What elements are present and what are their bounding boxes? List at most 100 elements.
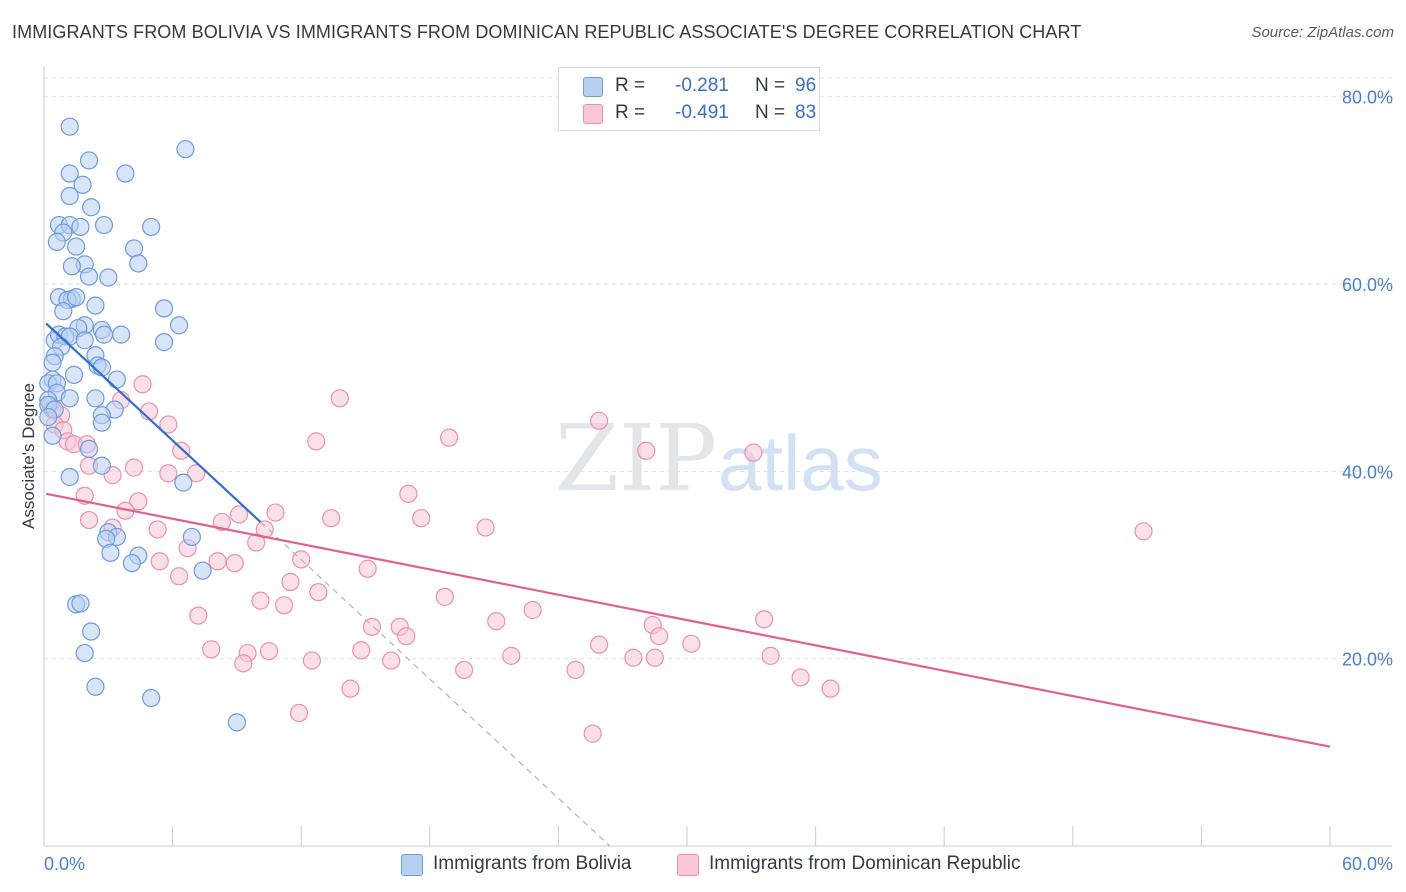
point-bolivia (112, 325, 131, 344)
point-bolivia (60, 389, 79, 408)
point-bolivia (67, 288, 86, 307)
point-dominican-republic (229, 505, 249, 524)
point-dominican-republic (79, 510, 99, 530)
legend-r-label: R = (615, 75, 646, 96)
point-dominican-republic (150, 552, 169, 571)
point-bolivia (129, 254, 148, 273)
legend-r-value: -0.281 (675, 75, 729, 96)
point-dominican-republic (124, 458, 144, 477)
point-dominican-republic (133, 375, 152, 394)
legend-r-label: R = (615, 102, 646, 123)
point-bolivia (67, 237, 86, 256)
x-tick-labels: 0.0% 60.0% (44, 854, 1393, 874)
series-bolivia (39, 117, 246, 732)
point-dominican-republic (454, 660, 474, 680)
point-bolivia (60, 117, 79, 136)
point-dominican-republic (650, 627, 669, 646)
grid-lines (44, 77, 1392, 660)
point-dominican-republic (307, 432, 326, 451)
point-dominican-republic (397, 627, 416, 646)
point-bolivia (75, 643, 94, 663)
y-tick-labels: 20.0% 40.0% 60.0% 80.0% (1342, 88, 1393, 670)
point-bolivia (60, 186, 79, 206)
watermark-atlas: atlas (718, 419, 883, 507)
point-bolivia (101, 543, 120, 562)
series-legend-swatch-pink (677, 854, 699, 876)
y-tick-label: 40.0% (1342, 462, 1393, 482)
trend-line-bolivia (45, 322, 262, 523)
point-dominican-republic (566, 660, 585, 680)
point-dominican-republic (399, 484, 418, 503)
point-dominican-republic (744, 443, 763, 462)
legend-n-label: N = (755, 102, 786, 123)
point-dominican-republic (129, 492, 148, 511)
point-bolivia (142, 217, 161, 237)
point-dominican-republic (502, 646, 521, 665)
y-tick-label: 80.0% (1342, 88, 1393, 108)
point-bolivia (124, 239, 144, 258)
point-dominican-republic (761, 646, 780, 665)
point-bolivia (60, 164, 79, 183)
trend-lines (45, 322, 1331, 847)
legend-n-label: N = (755, 75, 786, 96)
legend-r-value: -0.491 (675, 102, 729, 123)
axes (43, 66, 1392, 847)
correlation-legend: R = -0.281 N = 96 R = -0.491 N = 83 (558, 67, 820, 131)
point-dominican-republic (352, 641, 371, 660)
point-bolivia (154, 333, 174, 352)
point-bolivia (79, 267, 99, 286)
point-bolivia (92, 358, 111, 377)
point-dominican-republic (435, 587, 454, 606)
point-bolivia (39, 407, 58, 427)
point-dominican-republic (341, 679, 360, 698)
y-tick-label: 20.0% (1342, 650, 1393, 670)
point-bolivia (227, 713, 246, 732)
point-dominican-republic (208, 552, 227, 571)
point-dominican-republic (309, 583, 328, 602)
y-axis-label: Associate's Degree (19, 383, 38, 529)
point-bolivia (47, 232, 66, 252)
point-bolivia (71, 594, 90, 613)
point-bolivia (122, 554, 141, 573)
point-bolivia (75, 331, 94, 350)
point-bolivia (99, 268, 118, 287)
x-tick-label-start: 0.0% (44, 854, 85, 874)
point-dominican-republic (159, 464, 178, 483)
trend-line-dominican-republic (45, 492, 1331, 748)
point-bolivia (79, 439, 99, 458)
point-bolivia (71, 217, 90, 237)
point-bolivia (86, 389, 105, 408)
point-bolivia (43, 353, 62, 372)
point-dominican-republic (259, 642, 279, 661)
point-dominican-republic (682, 634, 701, 653)
point-dominican-republic (590, 635, 609, 654)
point-bolivia (94, 215, 114, 235)
point-dominican-republic (330, 389, 349, 408)
point-dominican-republic (362, 617, 382, 636)
point-bolivia (169, 316, 189, 335)
point-bolivia (60, 467, 79, 487)
point-dominican-republic (358, 559, 377, 578)
point-dominican-republic (302, 651, 322, 670)
point-dominican-republic (169, 567, 189, 586)
point-dominican-republic (289, 703, 309, 723)
trend-line-bolivia-extension (260, 521, 611, 847)
point-dominican-republic (274, 596, 294, 615)
point-bolivia (193, 561, 212, 580)
series-legend-label: Immigrants from Bolivia (433, 853, 632, 874)
point-bolivia (174, 473, 193, 492)
point-dominican-republic (624, 648, 643, 667)
point-bolivia (142, 688, 161, 708)
point-dominican-republic (645, 648, 664, 667)
point-dominican-republic (476, 518, 495, 537)
point-dominican-republic (637, 441, 656, 460)
point-bolivia (82, 622, 101, 641)
point-dominican-republic (212, 512, 231, 532)
point-bolivia (73, 175, 92, 194)
legend-swatch-blue (583, 77, 603, 97)
legend-n-value: 83 (795, 102, 817, 123)
point-dominican-republic (1134, 522, 1153, 541)
point-dominican-republic (234, 654, 253, 673)
point-bolivia (176, 140, 195, 159)
